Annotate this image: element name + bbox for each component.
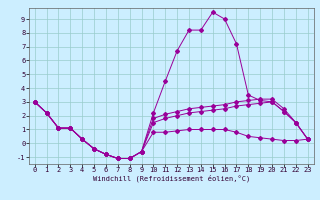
X-axis label: Windchill (Refroidissement éolien,°C): Windchill (Refroidissement éolien,°C) bbox=[92, 175, 250, 182]
